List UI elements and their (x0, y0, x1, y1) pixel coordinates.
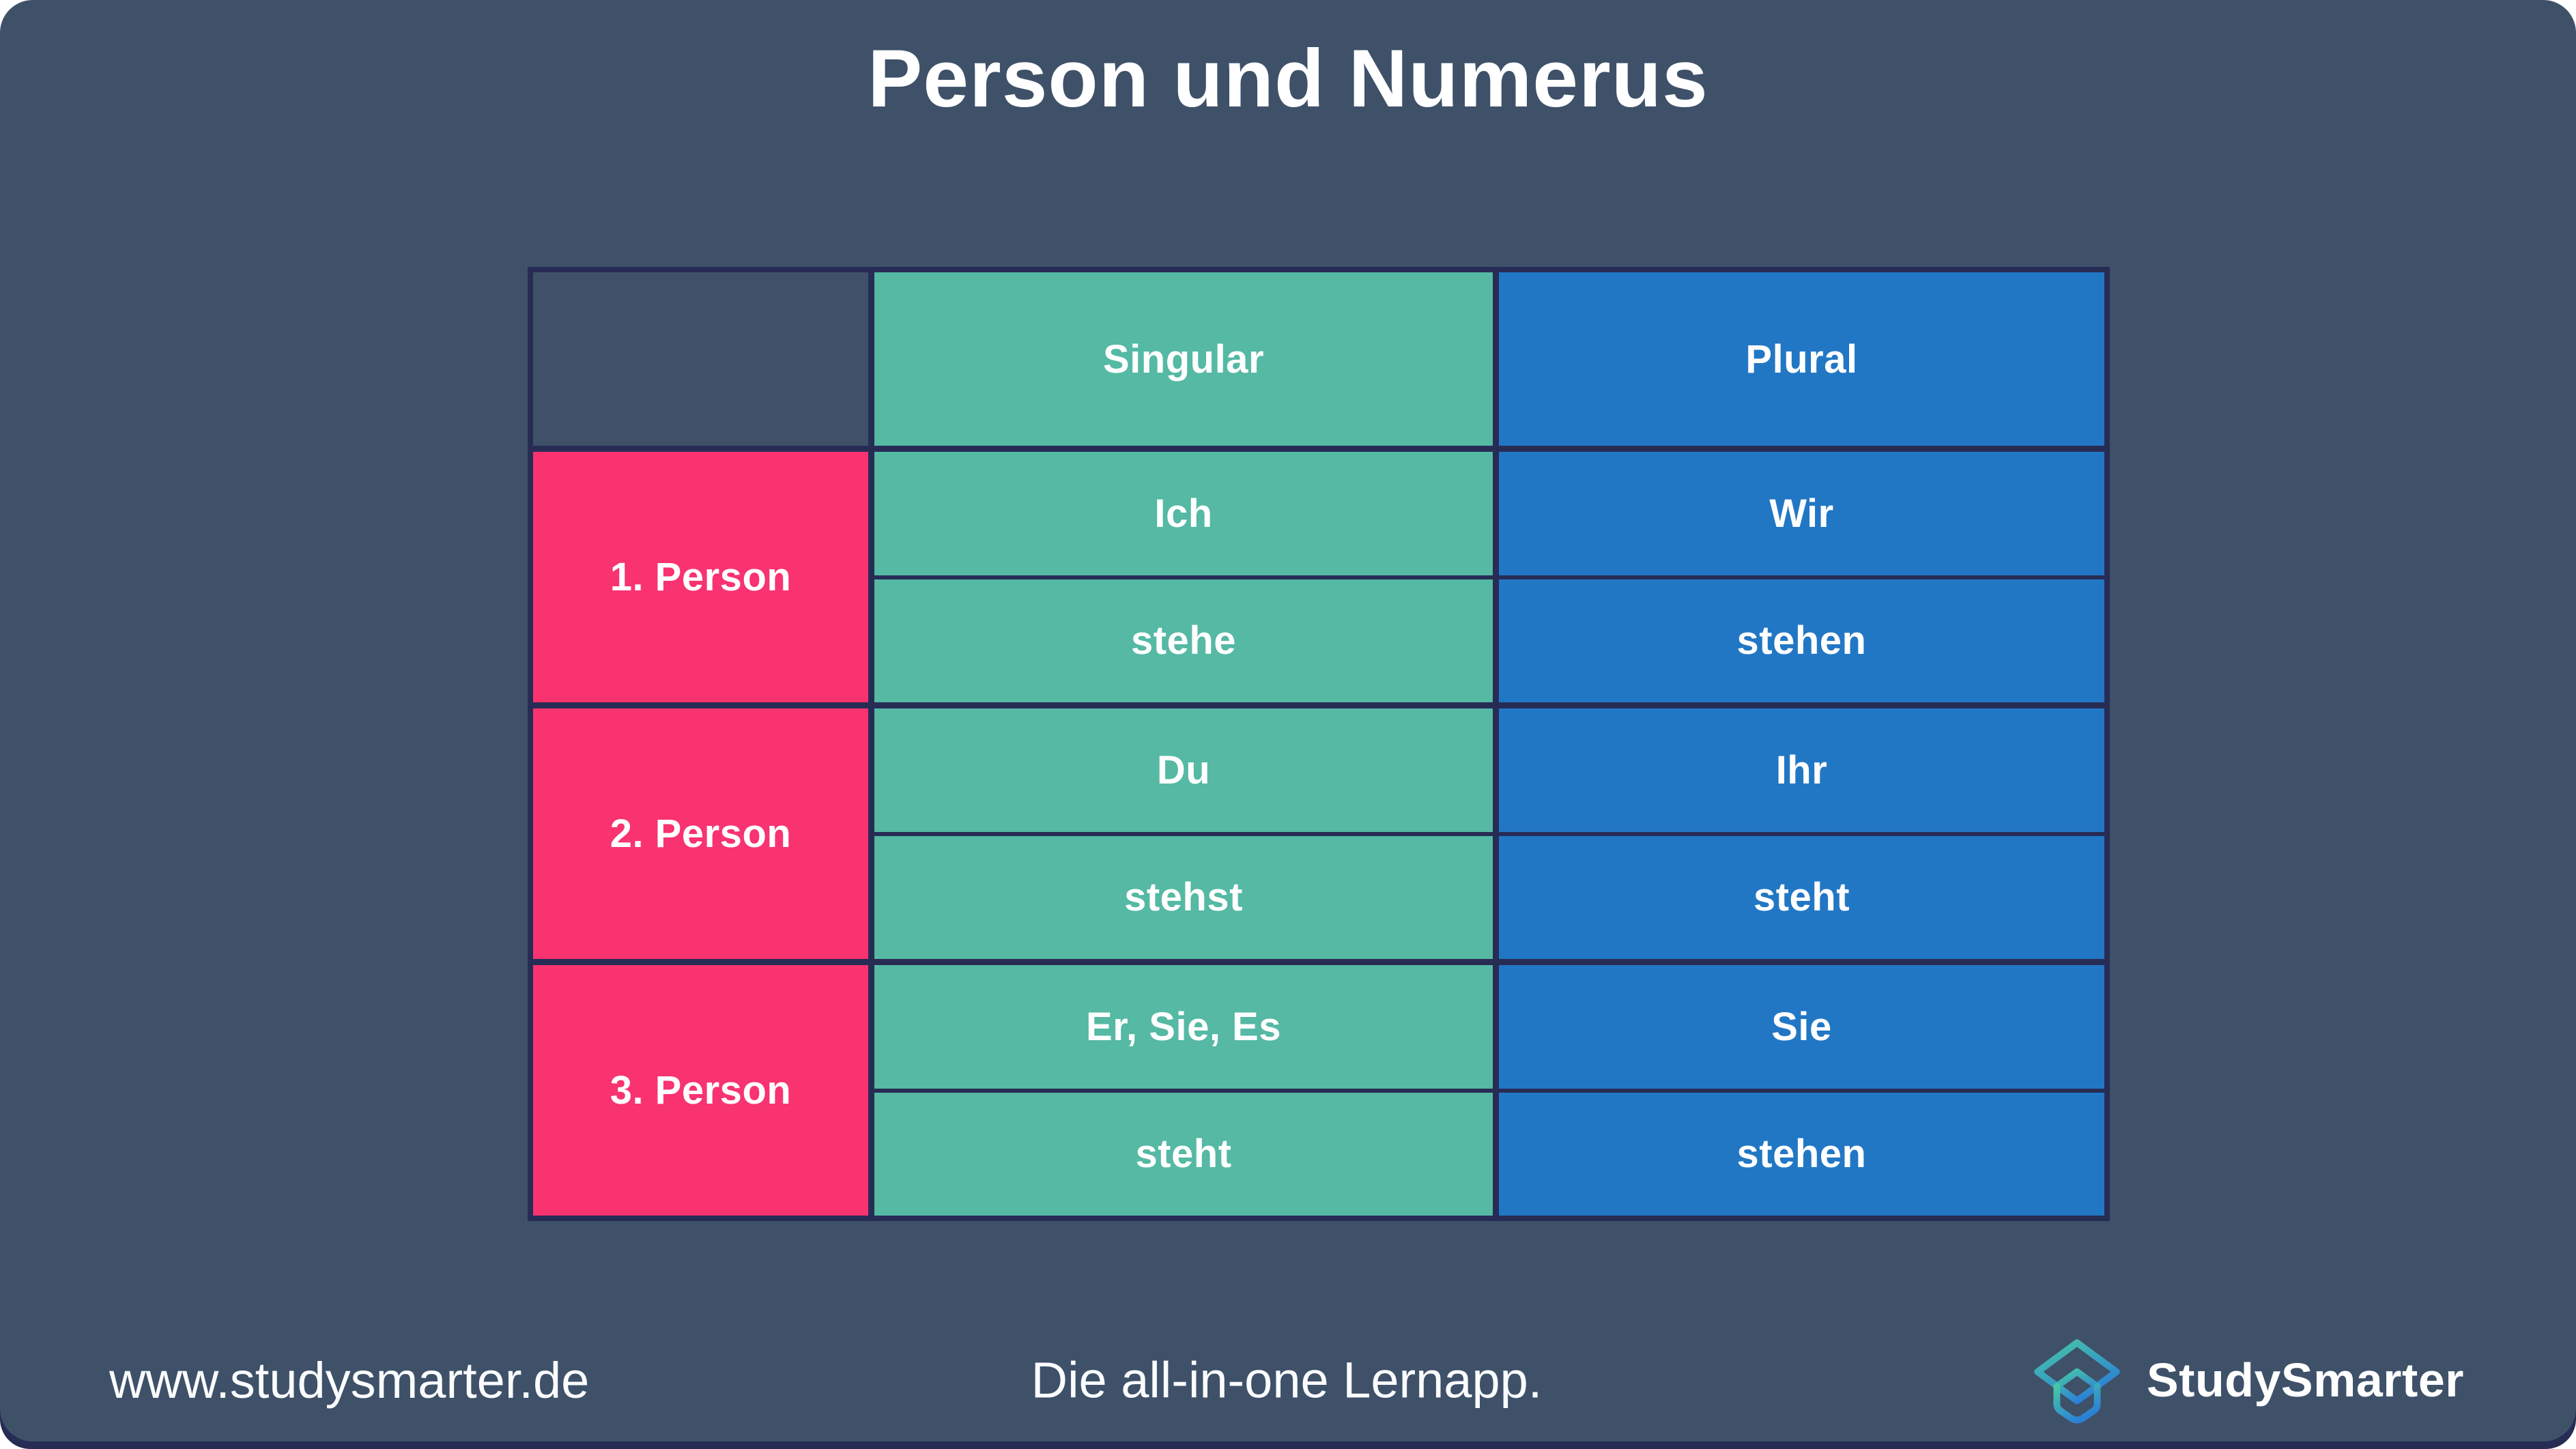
plural-cells-person-2: Ihr steht (1499, 708, 2104, 959)
column-header-plural: Plural (1499, 272, 2104, 446)
footer: www.studysmarter.de Die all-in-one Lerna… (109, 1325, 2464, 1435)
singular-cells-person-3: Er, Sie, Es steht (874, 965, 1493, 1216)
cell-singular-pronoun-1: Ich (874, 452, 1493, 575)
singular-cells-person-1: Ich stehe (874, 452, 1493, 702)
studysmarter-box-icon (2034, 1339, 2120, 1424)
plural-cells-person-3: Sie stehen (1499, 965, 2104, 1216)
cell-singular-verb-3: steht (874, 1092, 1493, 1216)
cell-singular-pronoun-3: Er, Sie, Es (874, 965, 1493, 1089)
footer-website-url: www.studysmarter.de (109, 1351, 590, 1409)
cell-person-3: 3. Person (533, 965, 868, 1216)
table-row-person-3: 3. Person Er, Sie, Es steht Sie stehen (533, 965, 2104, 1216)
cell-plural-pronoun-1: Wir (1499, 452, 2104, 575)
cell-person-2: 2. Person (533, 708, 868, 959)
cell-plural-verb-2: steht (1499, 835, 2104, 959)
cell-plural-verb-3: stehen (1499, 1092, 2104, 1216)
cell-singular-verb-2: stehst (874, 835, 1493, 959)
cell-plural-pronoun-3: Sie (1499, 965, 2104, 1089)
singular-cells-person-2: Du stehst (874, 708, 1493, 959)
column-header-singular: Singular (874, 272, 1493, 446)
cell-plural-pronoun-2: Ihr (1499, 708, 2104, 832)
plural-cells-person-1: Wir stehen (1499, 452, 2104, 702)
cell-plural-verb-1: stehen (1499, 579, 2104, 702)
brand-name: StudySmarter (2146, 1353, 2464, 1407)
table-row-person-2: 2. Person Du stehst Ihr steht (533, 708, 2104, 959)
cell-person-1: 1. Person (533, 452, 868, 702)
brand-logo: StudySmarter (2025, 1328, 2464, 1432)
table-row-person-1: 1. Person Ich stehe Wir stehen (533, 452, 2104, 702)
footer-tagline: Die all-in-one Lernapp. (1031, 1351, 1543, 1409)
cell-singular-verb-1: stehe (874, 579, 1493, 702)
cell-singular-pronoun-2: Du (874, 708, 1493, 832)
page-title: Person und Numerus (868, 33, 1708, 124)
conjugation-table: Singular Plural 1. Person Ich stehe Wir … (528, 267, 2110, 1221)
table-header-row: Singular Plural (533, 272, 2104, 446)
table-corner-cell (533, 272, 868, 446)
